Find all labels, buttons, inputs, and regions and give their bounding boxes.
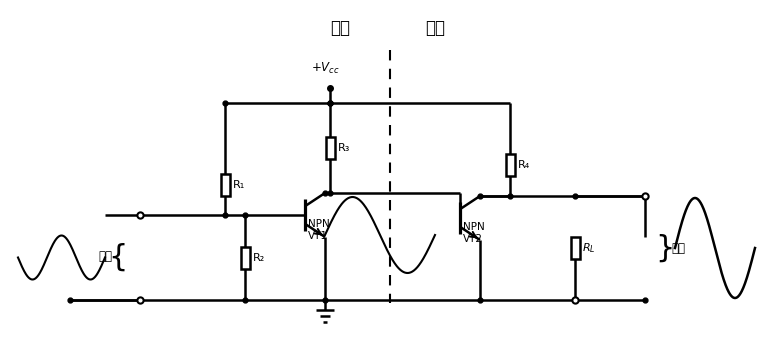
Bar	[571, 237, 580, 259]
Bar	[220, 174, 230, 196]
Text: {: {	[108, 242, 128, 272]
Text: $R_L$: $R_L$	[582, 241, 596, 255]
Text: 前级: 前级	[330, 19, 350, 37]
Text: R₂: R₂	[253, 253, 265, 263]
Text: 输出: 输出	[671, 241, 685, 255]
Text: 输入: 输入	[98, 251, 112, 263]
Text: NPN
VT2: NPN VT2	[463, 222, 485, 244]
Text: NPN
VT1: NPN VT1	[308, 219, 329, 241]
Text: 后级: 后级	[425, 19, 445, 37]
Text: R₃: R₃	[337, 143, 350, 153]
Text: R₁: R₁	[233, 180, 245, 190]
Bar	[326, 137, 335, 159]
Text: }: }	[655, 234, 674, 262]
Text: $+V_{cc}$: $+V_{cc}$	[310, 61, 339, 76]
Bar	[505, 154, 515, 176]
Text: R₄: R₄	[518, 160, 530, 170]
Bar	[240, 247, 250, 269]
